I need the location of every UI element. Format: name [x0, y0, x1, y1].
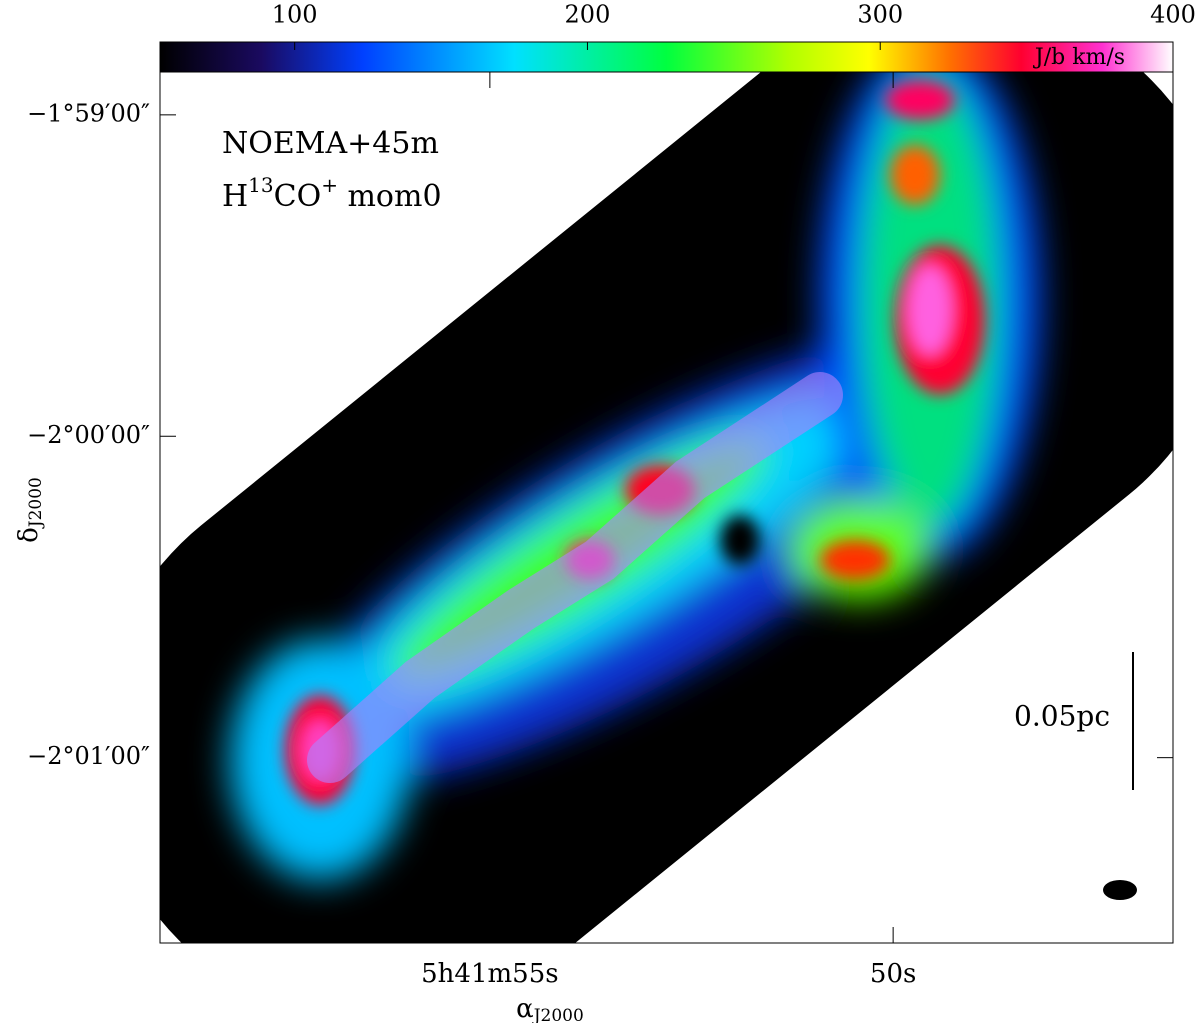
x-tick-label: 5h41m55s	[421, 959, 558, 989]
plot-frame	[159, 71, 1174, 944]
colorbar-label: J/b km/s	[1033, 45, 1125, 70]
annotation-part: CO	[274, 179, 322, 214]
y-axis-label: δJ2000	[14, 477, 46, 543]
x-axis-label: αJ2000	[516, 994, 584, 1023]
annotation: H13CO+ mom0	[222, 173, 442, 215]
y-tick-label: −2°01′00″	[27, 742, 150, 770]
y-axis-subscript: J2000	[26, 477, 46, 529]
y-tick-label: −1°59′00″	[27, 99, 150, 127]
x-axis-subscript: J2000	[532, 1006, 584, 1024]
colorbar	[159, 41, 1174, 73]
y-tick-label: −2°00′00″	[27, 421, 150, 449]
colorbar-tick-label: 200	[565, 1, 611, 29]
annotation: NOEMA+45m	[222, 126, 439, 161]
beam	[1103, 880, 1137, 900]
annotation-part: 13	[248, 173, 273, 197]
scale-bar-label: 0.05pc	[1014, 700, 1110, 733]
x-tick-label: 50s	[870, 959, 916, 989]
colorbar-tick-label: 100	[272, 1, 318, 29]
colorbar-tick-label: 300	[857, 1, 903, 29]
y-axis-symbol: δ	[14, 527, 44, 543]
annotation-part: +	[321, 173, 338, 197]
colorbar-tick-label: 400	[1150, 1, 1196, 29]
annotation-part: H	[222, 179, 248, 214]
filament-path	[307, 372, 843, 783]
annotation-part: mom0	[338, 179, 442, 214]
x-axis-symbol: α	[516, 994, 534, 1023]
